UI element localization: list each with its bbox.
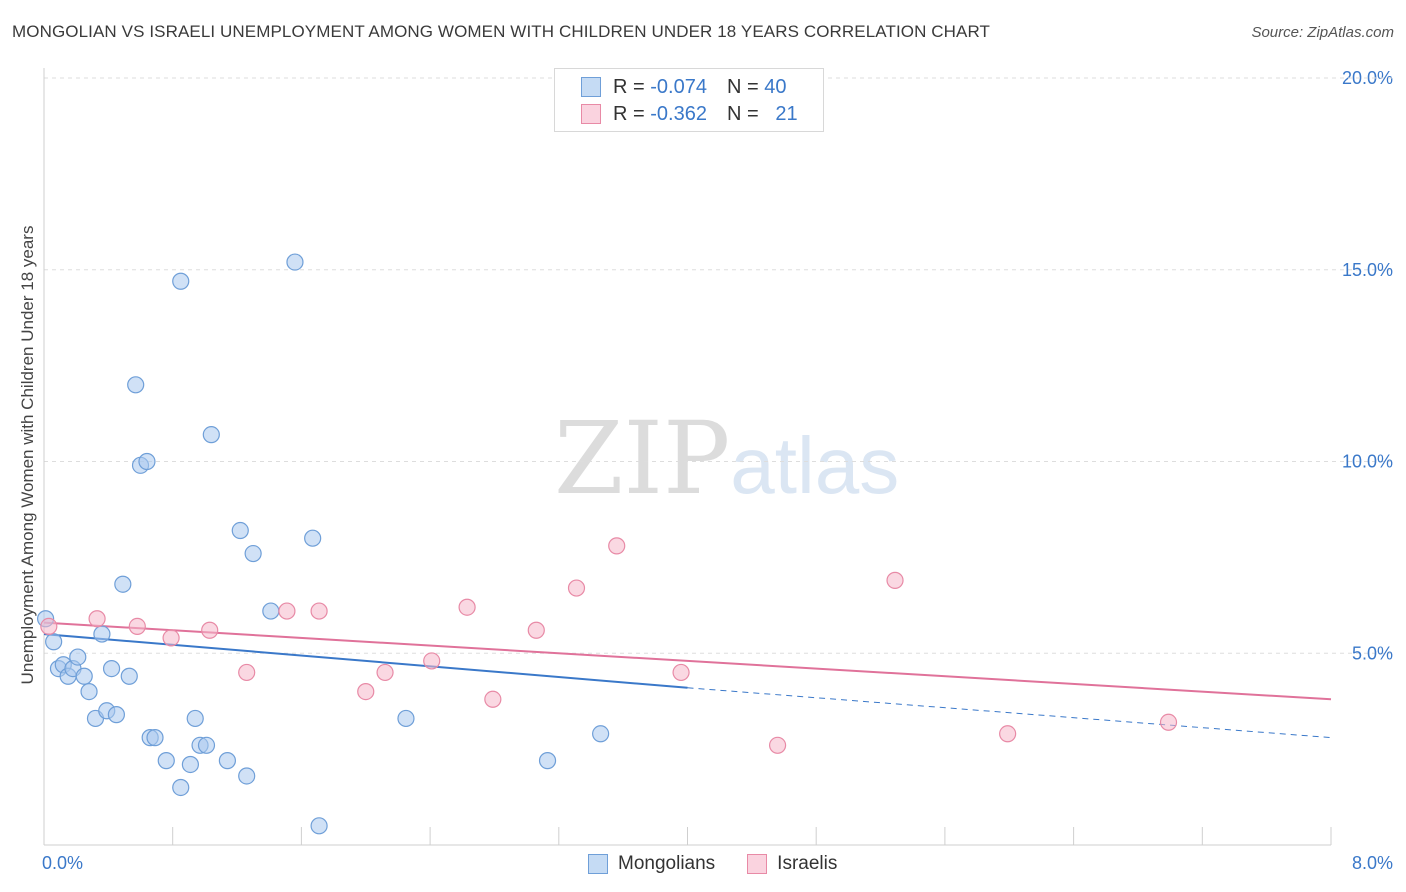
israeli-point <box>886 571 904 589</box>
mongolian-point <box>186 709 204 728</box>
israeli-point <box>527 621 545 639</box>
mongolian-point <box>397 709 415 728</box>
x-tick-label: 0.0% <box>42 853 83 873</box>
correlation-legend: R = -0.074 N = 40 R = -0.362 N = 21 <box>554 68 824 132</box>
israeli-point <box>423 652 441 670</box>
trend-line-mongolians-extrapolated <box>687 687 1332 739</box>
mongolian-point <box>231 521 249 540</box>
israeli-point <box>608 537 626 555</box>
israeli-point <box>278 602 296 620</box>
legend-row-israelis: R = -0.362 N = 21 <box>581 102 798 126</box>
israeli-point <box>162 629 180 647</box>
mongolian-point <box>197 736 216 754</box>
y-tick-label: 10.0% <box>1342 452 1393 472</box>
source-note: Source: ZipAtlas.com <box>1251 24 1394 41</box>
legend-row-mongolians: R = -0.074 N = 40 <box>581 75 786 99</box>
israelis-swatch <box>581 104 601 124</box>
mongolian-point <box>80 682 98 701</box>
mongolian-point <box>138 452 156 471</box>
mongolian-point <box>304 529 322 547</box>
y-tick-label: 5.0% <box>1352 643 1393 663</box>
mongolian-point <box>538 752 557 770</box>
x-tick-label: 8.0% <box>1352 853 1393 873</box>
israeli-point <box>1159 713 1178 731</box>
mongolian-point <box>181 755 199 774</box>
israeli-point <box>672 663 690 682</box>
mongolian-point <box>286 253 304 271</box>
mongolian-point <box>107 706 125 724</box>
israeli-point <box>128 617 146 636</box>
trend-line-israelis <box>43 621 1332 701</box>
trend-line-mongolians <box>43 633 688 689</box>
legend-label-mongolians: Mongolians <box>618 853 716 874</box>
n-value: 40 <box>764 75 787 98</box>
y-tick-label: 15.0% <box>1342 260 1393 280</box>
israeli-point <box>458 598 476 616</box>
r-value: -0.074 <box>650 75 707 98</box>
mongolian-point <box>146 729 164 747</box>
n-label: N = <box>726 75 759 98</box>
mongolian-point <box>262 602 280 620</box>
israeli-point <box>88 610 106 628</box>
chart-title: MONGOLIAN VS ISRAELI UNEMPLOYMENT AMONG … <box>12 22 991 41</box>
mongolian-point <box>592 725 610 743</box>
israeli-point <box>999 725 1017 743</box>
n-label: N = <box>726 102 759 125</box>
mongolian-point <box>93 625 111 643</box>
mongolian-point <box>172 778 190 797</box>
mongolian-point <box>45 633 63 651</box>
israeli-point <box>238 663 256 682</box>
mongolian-point <box>244 544 262 563</box>
mongolian-point <box>114 575 132 593</box>
mongolian-point <box>238 767 256 785</box>
mongolian-point <box>102 659 121 678</box>
israeli-point <box>40 617 58 636</box>
n-value: 21 <box>775 102 798 125</box>
israeli-point <box>768 736 787 754</box>
r-value: -0.362 <box>650 102 707 125</box>
series-legend: Mongolians Israelis <box>588 852 869 876</box>
israeli-point <box>310 602 328 620</box>
mongolians-swatch <box>581 77 601 97</box>
mongolians-swatch <box>588 854 608 874</box>
legend-item-mongolians: Mongolians <box>588 853 715 875</box>
israelis-swatch <box>747 854 768 874</box>
mongolian-point <box>120 667 138 685</box>
r-label: R = <box>613 102 645 125</box>
mongolian-point <box>157 752 175 770</box>
mongolian-point <box>172 272 190 290</box>
israeli-point <box>567 579 586 597</box>
legend-label-israelis: Israelis <box>777 853 838 874</box>
mongolian-point <box>127 376 145 394</box>
israeli-point <box>201 621 219 639</box>
mongolian-point <box>69 648 87 666</box>
israeli-point <box>484 690 502 708</box>
legend-item-israelis: Israelis <box>747 853 837 875</box>
r-label: R = <box>613 75 645 98</box>
israeli-point <box>357 682 375 701</box>
mongolian-point <box>218 752 236 770</box>
mongolian-point <box>202 426 220 444</box>
mongolian-point <box>310 817 328 835</box>
israeli-point <box>376 663 394 682</box>
mongolian-point <box>75 667 93 685</box>
